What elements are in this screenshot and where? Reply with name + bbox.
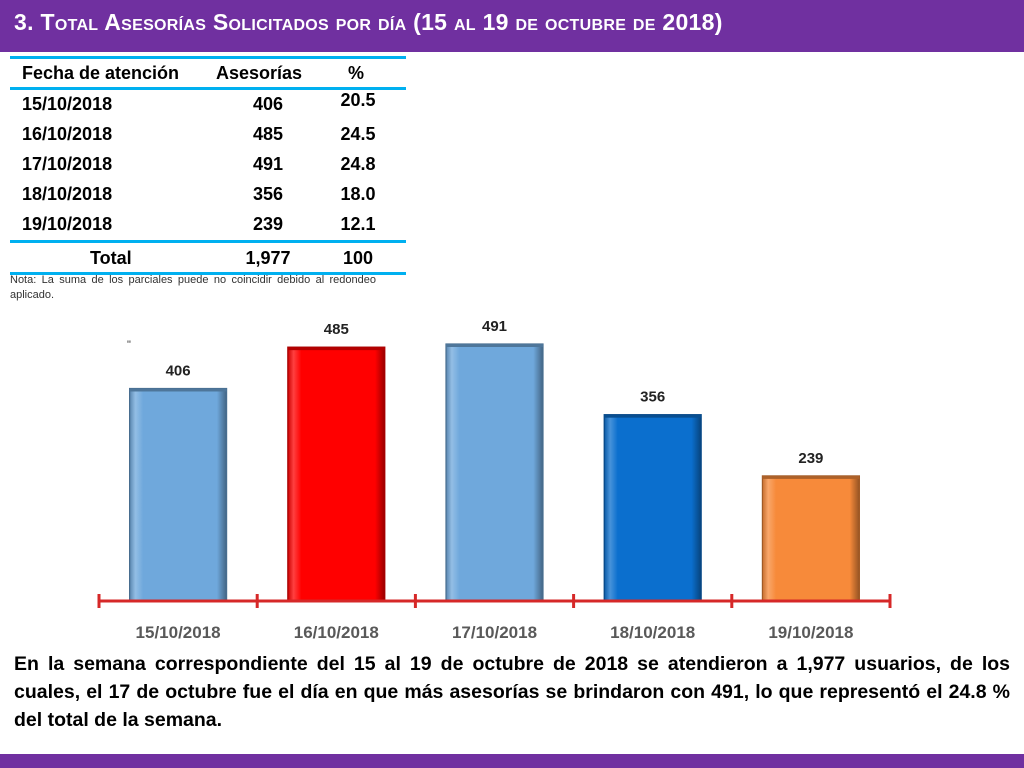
bar-top-edge: [446, 344, 543, 347]
bar: [287, 346, 386, 602]
summary-paragraph: En la semana correspondiente del 15 al 1…: [14, 653, 1010, 731]
bar: [445, 343, 544, 602]
bar-top-edge: [604, 414, 702, 418]
total-percent: 100: [342, 248, 374, 268]
table-row: 18/10/2018 356 18.0: [10, 180, 406, 210]
stray-mark: ": [127, 339, 131, 351]
row-count: 356: [252, 184, 284, 204]
table-row: 16/10/2018 485 24.5: [10, 120, 406, 150]
x-tick-label: 19/10/2018: [768, 623, 853, 642]
row-percent: 12.1: [340, 214, 376, 234]
row-percent: 24.8: [340, 154, 376, 174]
bar: [761, 475, 861, 602]
table-row: 19/10/2018 239 12.1: [10, 210, 406, 240]
table-bottom-rule: [10, 272, 406, 275]
data-label: 239: [798, 450, 823, 467]
data-label: 356: [640, 389, 665, 406]
table-total-row: Total 1,977 100: [10, 244, 406, 274]
row-date: 16/10/2018: [22, 124, 113, 144]
bar: [603, 414, 702, 602]
slide-title: 3. Total Asesorías Solicitados por día (…: [14, 9, 723, 35]
bottom-bar: [0, 754, 1024, 768]
row-count: 485: [252, 124, 284, 144]
row-percent: 24.5: [340, 124, 376, 144]
header-percent: %: [347, 63, 364, 83]
bar-top-edge: [287, 347, 385, 351]
table-row: 15/10/2018 406 20.5: [10, 90, 406, 120]
row-date: 18/10/2018: [22, 184, 113, 204]
x-tick-label: 16/10/2018: [294, 623, 379, 642]
bar: [129, 387, 228, 602]
footnote: Nota: La suma de los parciales puede no …: [10, 274, 376, 301]
x-tick-label: 18/10/2018: [610, 623, 695, 642]
header-date: Fecha de atención: [22, 63, 180, 83]
table-header-rule: [10, 87, 406, 90]
row-date: 19/10/2018: [22, 214, 113, 234]
row-percent: 20.5: [340, 90, 376, 110]
row-count: 239: [252, 214, 284, 234]
table-header-row: Fecha de atención Asesorías %: [10, 59, 406, 89]
bar-top-edge: [129, 388, 227, 392]
row-date: 15/10/2018: [22, 94, 113, 114]
table-row: 17/10/2018 491 24.8: [10, 150, 406, 180]
total-count: 1,977: [245, 248, 291, 268]
data-label: 491: [482, 318, 507, 335]
x-tick-label: 17/10/2018: [452, 623, 537, 642]
total-label: Total: [90, 248, 132, 268]
title-bar: 3. Total Asesorías Solicitados por día (…: [0, 0, 1024, 52]
header-count: Asesorías: [215, 63, 303, 83]
bar-top-edge: [762, 475, 860, 479]
data-label: 485: [324, 321, 349, 338]
row-date: 17/10/2018: [22, 154, 113, 174]
row-percent: 18.0: [340, 184, 376, 204]
x-tick-label: 15/10/2018: [136, 623, 221, 642]
table-total-rule: [10, 240, 406, 243]
row-count: 406: [252, 94, 284, 114]
row-count: 491: [252, 154, 284, 174]
data-label: 406: [166, 362, 191, 379]
table-top-rule: [10, 56, 406, 59]
bar-chart: 406 15/10/2018 485 16/10/2018 491 17/10/2018 3…: [97, 318, 892, 642]
